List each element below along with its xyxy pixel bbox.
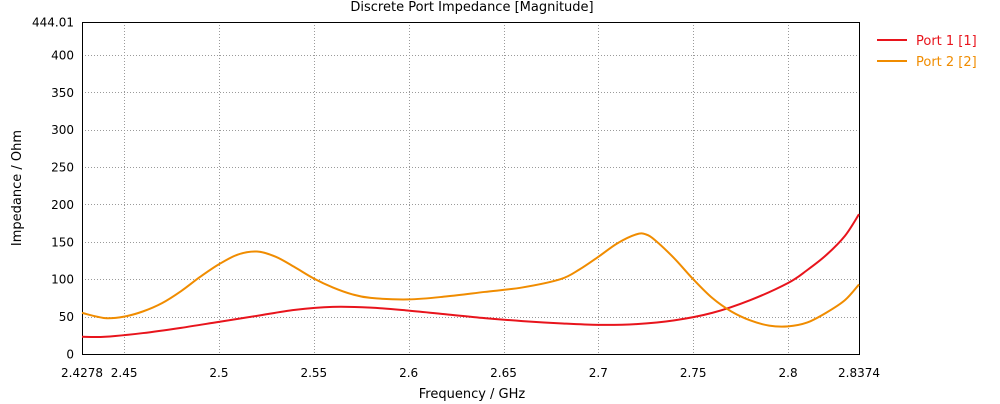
x-tick-label: 2.7 [589,366,608,380]
x-tick-labels: 2.4278 2.45 2.5 2.55 2.6 2.65 2.7 2.75 2.8 2.8374 [61,366,880,380]
y-tick-label: 200 [51,198,74,212]
series-line-port-2 [81,232,860,328]
y-tick-label: 300 [51,123,74,137]
x-tick-label: 2.5 [209,366,228,380]
y-tick-label: 250 [51,161,74,175]
x-tick-label: 2.75 [680,366,707,380]
x-tick-label: 2.6 [399,366,418,380]
y-tick-labels: 0 50 100 150 200 250 300 350 400 444.01 [32,16,74,362]
x-tick-label: 2.8374 [838,366,880,380]
y-tick-label: 350 [51,86,74,100]
x-tick-label: 2.65 [490,366,517,380]
x-tick-label: 2.45 [111,366,138,380]
grid [82,22,859,354]
y-axis-label: Impedance / Ohm [10,130,25,246]
series-line-port-1 [81,213,860,339]
plot-frame [82,22,860,355]
y-tick-label: 0 [66,348,74,362]
legend: Port 1 [1] Port 2 [2] [877,34,977,70]
chart-title: Discrete Port Impedance [Magnitude] [350,0,593,15]
x-tick-label: 2.4278 [61,366,103,380]
y-tick-label: 444.01 [32,16,74,30]
x-tick-label: 2.55 [300,366,327,380]
y-tick-label: 50 [59,310,74,324]
y-tick-label: 100 [51,273,74,287]
x-axis-label: Frequency / GHz [419,387,526,402]
legend-label: Port 1 [1] [916,34,977,49]
x-tick-label: 2.8 [779,366,798,380]
y-tick-label: 400 [51,48,74,62]
y-tick-label: 150 [51,235,74,249]
series-lines [81,213,860,339]
legend-label: Port 2 [2] [916,55,977,70]
